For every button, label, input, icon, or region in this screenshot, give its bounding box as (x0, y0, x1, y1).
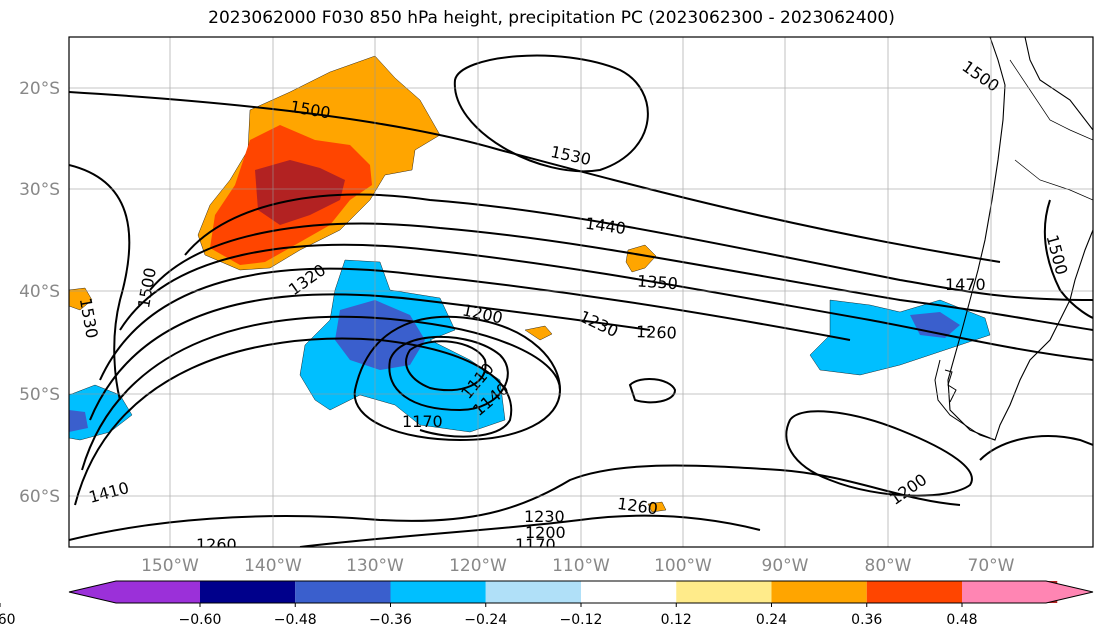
colorbar-segment-5 (581, 581, 677, 603)
precip-strong-negative-east (910, 312, 960, 338)
colorbar-segment-8 (866, 581, 962, 603)
lon-label-80w: 80°W (865, 556, 912, 576)
south-america-coastline (947, 37, 1093, 441)
colorbar: −0.60 −0.48 −0.36 −0.24 −0.12 0.12 0.24 0.36 0.4… (0, 580, 1094, 628)
colorbar-segment-6 (676, 581, 772, 603)
colorbar-tick-label: 0.24 (756, 612, 787, 628)
colorbar-tick-label: 0.48 (946, 612, 977, 628)
map-area: 1500 1530 1440 1350 1320 1260 1230 1200 … (69, 37, 1093, 554)
lon-label-150w: 150°W (141, 556, 199, 576)
precip-small-positive-4 (647, 501, 667, 513)
lon-label-100w: 100°W (654, 556, 712, 576)
colorbar-segment-1 (200, 581, 296, 603)
lat-label-50s: 50°S (19, 385, 60, 405)
contour-label-1170-a: 1170 (402, 412, 443, 431)
precip-strong-negative-southwest (69, 410, 88, 432)
contour-label-1260-c: 1260 (196, 535, 237, 554)
contour-label-1350: 1350 (636, 271, 678, 293)
colorbar-tick-label: −0.24 (464, 612, 507, 628)
gridlines (69, 37, 1093, 547)
height-contours (69, 54, 1093, 547)
lon-label-140w: 140°W (244, 556, 302, 576)
lat-label-30s: 30°S (19, 180, 60, 200)
contour-label-1260-a: 1260 (636, 322, 677, 342)
precip-small-positive-3 (524, 325, 553, 341)
longitude-labels: 150°W 140°W 130°W 120°W 110°W 100°W 90°W… (141, 556, 1015, 576)
precip-small-positive-1 (625, 244, 657, 273)
contour-label-1200-c: 1200 (525, 523, 566, 542)
colorbar-tick-label: 0.60 (0, 612, 16, 628)
lat-label-40s: 40°S (19, 282, 60, 302)
contour-label-1230-b: 1230 (524, 507, 565, 526)
colorbar-tick-label: −0.36 (369, 612, 412, 628)
lon-label-130w: 130°W (346, 556, 404, 576)
colorbar-tick-label: −0.48 (274, 612, 317, 628)
lon-label-120w: 120°W (449, 556, 507, 576)
colorbar-segment-0 (69, 581, 200, 603)
latitude-labels: 20°S 30°S 40°S 50°S 60°S (19, 79, 60, 507)
map-title: 2023062000 F030 850 hPa height, precipit… (208, 8, 895, 28)
colorbar-segment-10 (962, 581, 1093, 603)
colorbar-tick-label: 0.12 (661, 612, 692, 628)
map-frame (68, 36, 1094, 548)
colorbar-segment-2 (295, 581, 391, 603)
precip-max-positive-region (255, 160, 345, 225)
colorbar-tick-label: 0.36 (851, 612, 882, 628)
lon-label-110w: 110°W (552, 556, 610, 576)
colorbar-tick-label: −0.12 (560, 612, 603, 628)
country-borders (1009, 59, 1093, 201)
precip-small-positive-2 (69, 287, 93, 311)
colorbar-segment-7 (771, 581, 867, 603)
colorbar-outline (68, 580, 1094, 604)
lon-label-90w: 90°W (762, 556, 809, 576)
colorbar-tick-label: −0.60 (179, 612, 222, 628)
lat-label-60s: 60°S (19, 487, 60, 507)
contour-label-1170-b: 1170 (515, 535, 556, 554)
lon-label-70w: 70°W (968, 556, 1015, 576)
lat-label-20s: 20°S (19, 79, 60, 99)
colorbar-segment-3 (390, 581, 486, 603)
contour-label-1470: 1470 (945, 275, 986, 294)
colorbar-segment-4 (485, 581, 581, 603)
